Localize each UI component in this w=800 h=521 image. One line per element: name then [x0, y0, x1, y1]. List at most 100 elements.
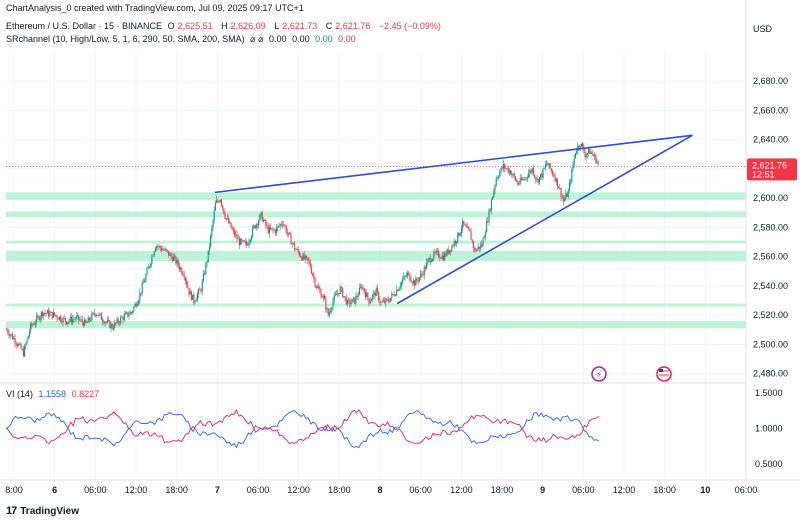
candle-body	[328, 312, 330, 316]
candle-body	[445, 253, 447, 256]
symbol-label[interactable]: Ethereum / U.S. Dollar · 15 · BINANCE	[6, 21, 163, 31]
candle-body	[66, 321, 68, 325]
candle-body	[108, 320, 110, 321]
candle-body	[442, 255, 444, 261]
candle-body	[187, 284, 189, 289]
candle-body	[388, 301, 390, 303]
candle-body	[516, 180, 518, 182]
candle-body	[382, 300, 384, 302]
candle-body	[429, 257, 431, 263]
candle-body	[537, 179, 539, 183]
candle-body	[291, 243, 293, 245]
time-tick-label: 12:00	[613, 485, 636, 495]
trendline[interactable]	[396, 134, 693, 305]
candle-body	[126, 312, 128, 314]
trendlines[interactable]	[214, 134, 693, 305]
candle-body	[502, 163, 504, 169]
candle-body	[268, 227, 270, 234]
candle-body	[211, 227, 213, 236]
candle-body	[234, 230, 236, 236]
candle-body	[241, 239, 243, 241]
vi-legend[interactable]: VI (14) 1.1558 0.8227	[6, 389, 102, 399]
candle-body	[547, 163, 549, 166]
candle-body	[489, 209, 491, 211]
candle-body	[260, 212, 262, 215]
axes: 2,480.00 2,500.00 2,520.00 2,540.00 2,560.00…	[0, 0, 800, 495]
candle-body	[85, 319, 87, 323]
candle-body	[180, 268, 182, 270]
candle-body	[375, 288, 377, 297]
candle-body	[31, 323, 33, 326]
candle-body	[73, 319, 75, 320]
candle-body	[262, 220, 264, 222]
candle-body	[266, 225, 268, 227]
candle-body	[24, 346, 26, 357]
candle-body	[19, 343, 21, 345]
candle-body	[40, 312, 42, 318]
candle-body	[163, 249, 165, 251]
candle-body	[7, 329, 9, 334]
candle-body	[218, 201, 220, 203]
event-flash-icon[interactable]	[591, 366, 607, 382]
attribution-text: ChartAnalysis_0 created with TradingView…	[6, 3, 304, 13]
candle-body	[248, 241, 250, 246]
candle-body	[355, 296, 357, 304]
close-label: C	[325, 21, 333, 31]
candle-body	[501, 167, 503, 169]
candle-body	[441, 255, 443, 259]
event-icons[interactable]: ⚡	[591, 366, 672, 382]
price-tick-label: 2,660.00	[753, 105, 788, 115]
candle-body	[444, 253, 446, 261]
trendline[interactable]	[214, 134, 693, 194]
candle-body	[393, 294, 395, 296]
candle-body	[456, 241, 458, 243]
sr-zone	[6, 240, 746, 244]
candle-body	[166, 250, 168, 252]
time-tick-label: 12:00	[125, 485, 148, 495]
candle-body	[564, 198, 566, 202]
tradingview-logo[interactable]: 17 TradingView	[6, 505, 79, 517]
indicator-label[interactable]: SRchannel (10, High/Low, 5, 1, 6, 290, 5…	[6, 34, 245, 44]
candle-body	[400, 281, 402, 287]
candle-body	[394, 295, 396, 297]
candle-body	[330, 310, 332, 313]
candle-body	[72, 319, 74, 323]
candle-body	[235, 234, 237, 236]
candle-body	[216, 200, 218, 203]
candle-body	[267, 226, 269, 234]
indicator-legend[interactable]: SRchannel (10, High/Low, 5, 1, 6, 290, 5…	[6, 34, 359, 45]
candle-body	[48, 310, 50, 317]
candle-body	[320, 290, 322, 298]
candle-body	[451, 245, 453, 252]
candle-body	[90, 320, 92, 321]
candle-body	[462, 220, 464, 230]
candle-body	[481, 244, 483, 247]
candle-body	[154, 247, 156, 252]
candle-body	[390, 297, 392, 302]
indicator-value-4: 0.00	[338, 34, 356, 44]
candle-body	[446, 249, 448, 256]
vi-minus-line	[5, 408, 600, 445]
vi-tick-label: 0.5000	[755, 459, 783, 469]
candle-body	[573, 158, 575, 165]
indicator-value-1: 0.00	[269, 34, 287, 44]
candle-body	[504, 163, 506, 169]
candle-body	[264, 220, 266, 221]
candle-body	[193, 294, 195, 303]
candle-body	[249, 239, 251, 242]
candle-body	[207, 250, 209, 262]
candle-body	[20, 343, 22, 349]
candle-body	[374, 292, 376, 297]
candle-body	[238, 238, 240, 246]
candle-body	[230, 222, 232, 229]
candle-body	[381, 301, 383, 303]
vi-plus-value: 1.1558	[38, 389, 67, 399]
candle-body	[232, 229, 234, 231]
candle-body	[13, 338, 15, 340]
candle-body	[349, 300, 351, 305]
candle-body	[556, 178, 558, 187]
candle-body	[417, 280, 419, 282]
candlestick-series	[6, 142, 599, 358]
